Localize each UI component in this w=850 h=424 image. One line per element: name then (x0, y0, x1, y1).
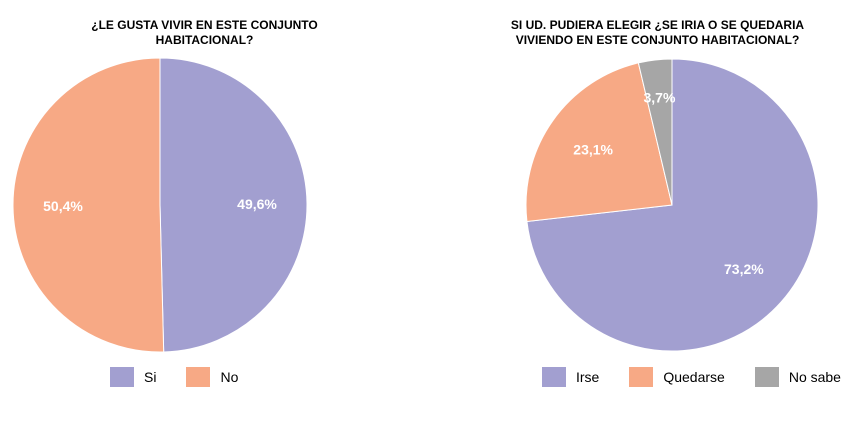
legend: Irse Quedarse No sabe (542, 366, 841, 388)
legend-swatch (110, 367, 134, 387)
chart-title-line: SI UD. PUDIERA ELEGIR ¿SE IRIA O SE QUED… (510, 18, 805, 32)
data-label-irse: 73,2% (724, 261, 764, 277)
legend-label: Quedarse (663, 369, 725, 385)
chart-title-line: HABITACIONAL? (155, 33, 254, 47)
legend-item-no: No (186, 367, 238, 387)
data-label-no-sabe: 3,7% (644, 90, 676, 106)
pie-chart-elegir: 73,2% 23,1% 3,7% (525, 58, 819, 352)
chart-title-line: ¿LE GUSTA VIVIR EN ESTE CONJUNTO (91, 18, 318, 32)
chart-panel-right: SI UD. PUDIERA ELEGIR ¿SE IRIA O SE QUED… (425, 0, 850, 424)
chart-panel-left: ¿LE GUSTA VIVIR EN ESTE CONJUNTO HABITAC… (0, 18, 417, 388)
data-label-si: 49,6% (237, 196, 277, 212)
chart-title: SI UD. PUDIERA ELEGIR ¿SE IRIA O SE QUED… (445, 18, 850, 48)
legend: Si No (110, 366, 238, 388)
chart-title: ¿LE GUSTA VIVIR EN ESTE CONJUNTO HABITAC… (0, 18, 417, 48)
pie-slice-si (159, 57, 308, 353)
legend-swatch (629, 367, 654, 387)
legend-swatch (186, 367, 211, 387)
pie-slice-no-sabe (637, 58, 673, 206)
pie-chart-gusta: 49,6% 50,4% (12, 57, 308, 353)
data-label-quedarse: 23,1% (573, 142, 613, 158)
chart-title-line: VIVIENDO EN ESTE CONJUNTO HABITACIONAL? (515, 33, 800, 47)
legend-item-quedarse: Quedarse (629, 367, 725, 387)
data-label-no: 50,4% (43, 198, 83, 214)
pie-slice-no (12, 57, 165, 353)
pie-slice-quedarse (525, 62, 673, 223)
legend-label: Irse (576, 369, 600, 385)
legend-swatch (542, 367, 566, 387)
legend-swatch (754, 367, 779, 387)
legend-label: No (220, 369, 239, 385)
legend-item-si: Si (110, 367, 156, 387)
legend-label: No sabe (788, 369, 841, 385)
legend-label: Si (144, 369, 157, 385)
legend-item-irse: Irse (542, 367, 599, 387)
legend-item-no-sabe: No sabe (754, 367, 841, 387)
